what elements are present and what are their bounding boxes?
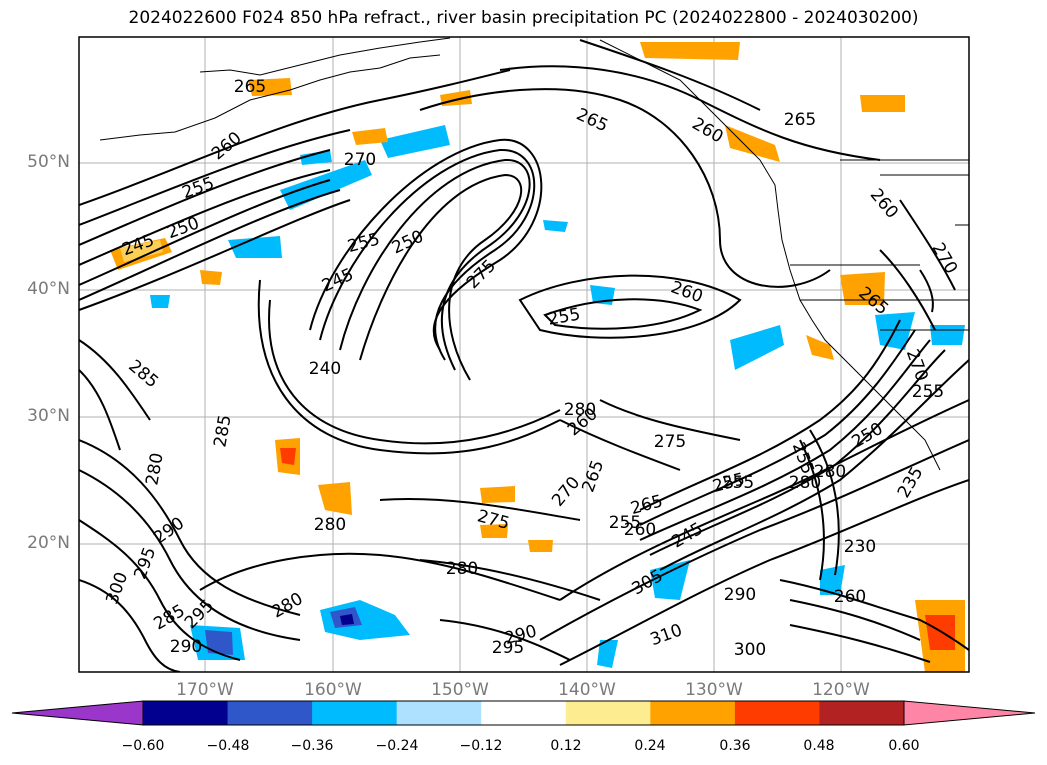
contour-label: 230 — [844, 537, 876, 557]
contour-label: 260 — [624, 520, 656, 540]
contour-label: 290 — [170, 637, 202, 657]
colorbar-label: −0.12 — [459, 738, 503, 754]
contour-label: 265 — [234, 77, 266, 97]
colorbar-label: 0.48 — [803, 738, 835, 754]
precipitation-shading — [110, 42, 965, 672]
coastlines — [99, 37, 969, 471]
lon-label-150W: 150°W — [431, 680, 489, 700]
lon-label-170W: 170°W — [176, 680, 234, 700]
lat-label-20N: 20°N — [27, 533, 70, 553]
contour-label: 255 — [912, 382, 944, 402]
lon-label-130W: 130°W — [685, 680, 743, 700]
contour-label: 290 — [724, 585, 756, 605]
map-frame — [78, 36, 970, 673]
lon-label-160W: 160°W — [304, 680, 362, 700]
contour-label: 280 — [814, 462, 846, 482]
contour-label: 300 — [734, 640, 766, 660]
lat-label-50N: 50°N — [27, 152, 70, 172]
colorbar-bin — [650, 701, 736, 725]
contour-label: 295 — [492, 638, 524, 658]
contour-label: 280 — [314, 515, 346, 535]
contour-label: 255 — [722, 473, 754, 493]
colorbar-bin — [227, 701, 313, 725]
graticule — [79, 37, 969, 672]
colorbar-label: −0.24 — [375, 738, 419, 754]
contour-label: 280 — [564, 400, 596, 420]
colorbar-label: 0.36 — [719, 738, 751, 754]
lat-label-40N: 40°N — [27, 279, 70, 299]
colorbar-label: 0.60 — [888, 738, 920, 754]
colorbar-bin — [143, 701, 229, 725]
contour-label: 255 — [609, 513, 641, 533]
contour-label: 265 — [784, 110, 816, 130]
lat-label-30N: 30°N — [27, 406, 70, 426]
colorbar-bin — [312, 701, 398, 725]
contour-label: 260 — [834, 587, 866, 607]
contour-label: 280 — [446, 559, 478, 579]
lon-label-140W: 140°W — [558, 680, 616, 700]
refractivity-contours — [79, 39, 969, 672]
colorbar — [11, 700, 1036, 726]
colorbar-label: −0.60 — [121, 738, 165, 754]
colorbar-label: 0.24 — [634, 738, 666, 754]
contour-label: 275 — [654, 432, 686, 452]
colorbar-bin — [819, 701, 905, 725]
colorbar-max-extension — [903, 700, 1036, 726]
colorbar-label: 0.12 — [550, 738, 582, 754]
colorbar-bin — [565, 701, 651, 725]
colorbar-bin — [396, 701, 482, 725]
colorbar-label: −0.36 — [290, 738, 334, 754]
colorbar-min-extension — [11, 700, 144, 726]
contour-label: 280 — [789, 473, 821, 493]
colorbar-bin — [734, 701, 820, 725]
contour-label: 240 — [309, 359, 341, 379]
colorbar-label: −0.48 — [206, 738, 250, 754]
lon-label-120W: 120°W — [812, 680, 870, 700]
map-title: 2024022600 F024 850 hPa refract., river … — [128, 8, 919, 28]
contour-label: 270 — [344, 150, 376, 170]
colorbar-bin — [481, 701, 567, 725]
